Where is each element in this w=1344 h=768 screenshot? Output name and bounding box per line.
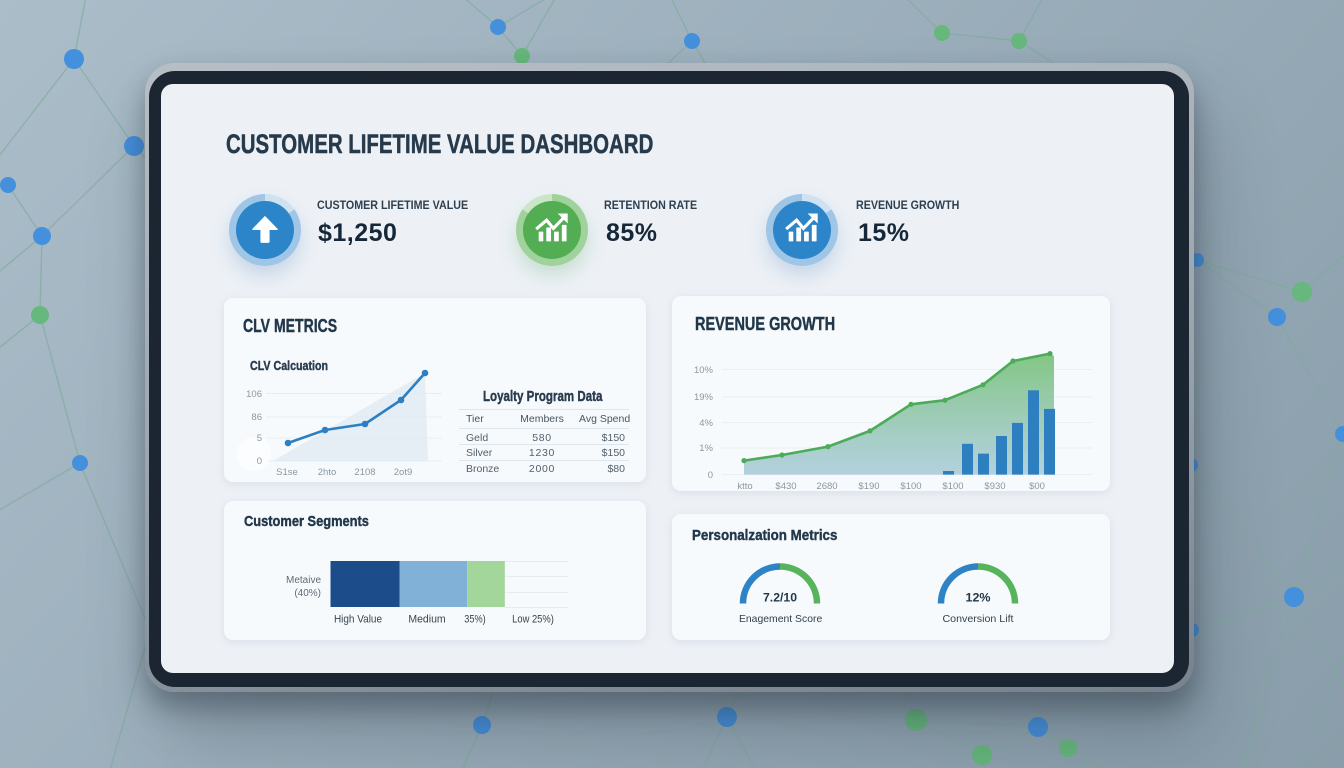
svg-text:19%: 19% [694, 392, 714, 403]
svg-text:0: 0 [708, 470, 713, 481]
svg-text:Medium: Medium [408, 614, 445, 626]
svg-text:Low 25%): Low 25%) [512, 614, 554, 626]
svg-text:S1se: S1se [276, 467, 298, 478]
svg-text:0: 0 [257, 456, 262, 467]
svg-text:86: 86 [251, 412, 262, 423]
svg-text:ktto: ktto [737, 481, 752, 491]
svg-text:$430: $430 [775, 481, 796, 491]
svg-text:4%: 4% [699, 418, 713, 429]
svg-text:106: 106 [246, 389, 262, 400]
svg-text:2108: 2108 [354, 467, 375, 478]
svg-text:2ot9: 2ot9 [394, 467, 413, 478]
svg-text:2hto: 2hto [318, 467, 337, 478]
svg-text:$930: $930 [984, 481, 1005, 491]
svg-text:1%: 1% [699, 443, 713, 454]
svg-text:Conversion Lift: Conversion Lift [943, 613, 1014, 625]
svg-text:$00: $00 [1029, 481, 1045, 491]
svg-text:Enagement Score: Enagement Score [739, 613, 822, 625]
svg-text:12%: 12% [966, 591, 991, 605]
svg-text:$100: $100 [942, 481, 963, 491]
svg-text:35%): 35%) [464, 614, 486, 626]
svg-text:2680: 2680 [816, 481, 837, 491]
svg-text:10%: 10% [694, 365, 714, 376]
svg-text:High Value: High Value [334, 614, 382, 626]
svg-text:5: 5 [257, 433, 262, 444]
svg-text:7.2/10: 7.2/10 [763, 591, 797, 605]
svg-text:$100: $100 [900, 481, 921, 491]
svg-text:$190: $190 [858, 481, 879, 491]
